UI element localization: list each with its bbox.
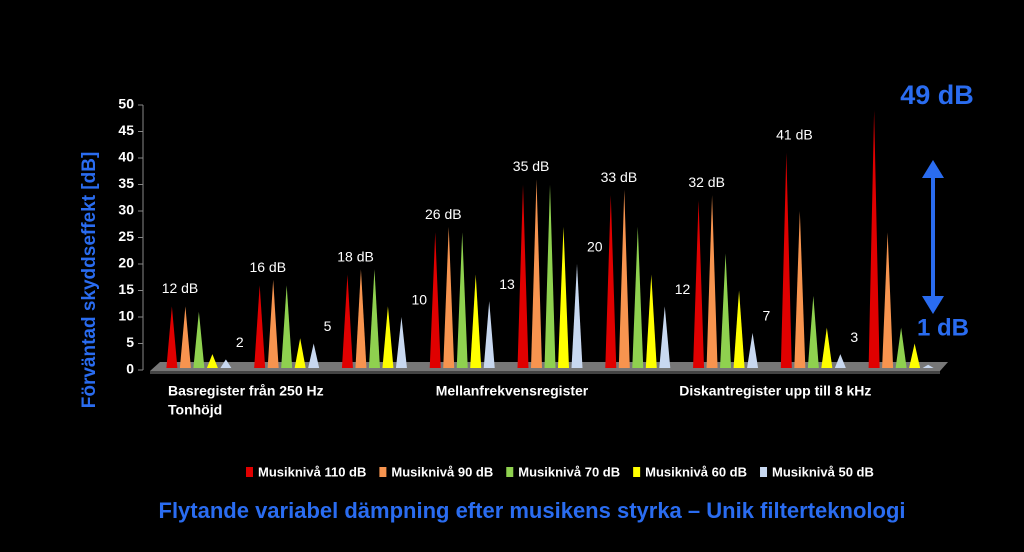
y-tick-label: 45 — [118, 122, 134, 138]
x-tick-label: Diskantregister upp till 8 kHz — [679, 383, 871, 399]
cone — [531, 179, 542, 368]
x-tick-label: Mellanfrekvensregister — [436, 383, 589, 399]
y-tick-label: 35 — [118, 175, 134, 191]
y-tick-label: 20 — [118, 255, 134, 271]
legend-marker — [506, 467, 514, 477]
cone — [166, 306, 178, 368]
cone — [193, 311, 205, 368]
legend-label: Musiknivå 50 dB — [772, 464, 874, 479]
cone — [922, 364, 934, 368]
value-label: 26 dB — [425, 206, 462, 222]
legend-marker — [760, 467, 768, 477]
cone — [693, 200, 705, 368]
y-tick-label: 5 — [126, 334, 134, 350]
cone — [632, 226, 644, 368]
cone — [429, 232, 441, 368]
cone — [456, 232, 468, 368]
cone — [706, 195, 718, 368]
cone — [882, 232, 894, 368]
y-tick-label: 30 — [118, 202, 134, 218]
x-axis-label: Tonhöjd — [168, 402, 222, 418]
cone — [645, 274, 657, 368]
value-label: 49 dB — [900, 80, 974, 110]
value-label: 5 — [324, 318, 332, 334]
cone — [544, 184, 556, 368]
value-label: 35 dB — [513, 158, 550, 174]
cone — [794, 211, 806, 368]
cone — [443, 226, 455, 368]
cone — [895, 327, 907, 368]
y-tick-label: 15 — [118, 281, 134, 297]
legend-marker — [246, 467, 253, 477]
value-label: 10 — [411, 292, 427, 308]
y-tick-label: 40 — [118, 149, 134, 165]
cone — [733, 290, 745, 368]
chart-title: Flytande variabel dämpning efter musiken… — [159, 498, 906, 523]
value-label: 18 dB — [337, 248, 374, 264]
y-tick-label: 25 — [118, 228, 134, 244]
value-label: 41 dB — [776, 126, 813, 142]
value-label: 16 dB — [249, 259, 286, 275]
cone — [618, 189, 630, 368]
y-tick-label: 50 — [118, 96, 134, 112]
cone — [382, 306, 394, 368]
cone — [834, 354, 846, 368]
value-label: 32 dB — [688, 174, 725, 190]
value-label: 33 dB — [601, 169, 638, 185]
value-label: 1 dB — [917, 314, 969, 341]
cone — [254, 285, 266, 368]
legend-label: Musiknivå 60 dB — [645, 464, 747, 479]
legend-label: Musiknivå 70 dB — [518, 464, 620, 479]
legend-label: Musiknivå 90 dB — [391, 464, 493, 479]
x-tick-label: Basregister från 250 Hz — [168, 383, 324, 399]
cone — [517, 184, 529, 368]
cone — [281, 285, 293, 368]
value-label: 20 — [587, 239, 603, 255]
floor-edge — [150, 371, 940, 374]
value-label: 13 — [499, 276, 515, 292]
y-tick-label: 10 — [118, 308, 134, 324]
cone — [483, 301, 495, 368]
cone — [470, 274, 482, 368]
legend-marker — [633, 467, 641, 477]
y-axis-label: Förväntad skyddseffekt [dB] — [79, 152, 100, 409]
cone — [720, 253, 732, 368]
cone — [571, 264, 583, 368]
cone — [368, 269, 380, 368]
cone — [780, 152, 792, 368]
cone — [395, 317, 407, 368]
value-label: 3 — [850, 329, 858, 345]
value-label: 7 — [763, 308, 771, 324]
cone — [605, 195, 617, 368]
legend-marker — [379, 467, 387, 477]
cone — [294, 338, 306, 368]
value-label: 2 — [236, 334, 244, 350]
value-label: 12 — [675, 281, 691, 297]
value-label: 12 dB — [162, 280, 199, 296]
cone — [179, 306, 191, 368]
cone — [821, 327, 833, 368]
cone — [868, 110, 880, 369]
cone — [206, 354, 218, 368]
cone — [558, 226, 569, 368]
cone — [355, 269, 367, 368]
cone — [308, 343, 320, 368]
y-tick-label: 0 — [126, 361, 134, 377]
legend-label: Musiknivå 110 dB — [258, 464, 366, 479]
cone — [220, 359, 232, 368]
cone — [659, 306, 671, 368]
cone — [909, 343, 921, 368]
cone — [747, 332, 759, 368]
range-arrow — [922, 160, 944, 314]
cone — [807, 295, 819, 368]
cone — [267, 279, 279, 368]
cone — [341, 274, 353, 368]
